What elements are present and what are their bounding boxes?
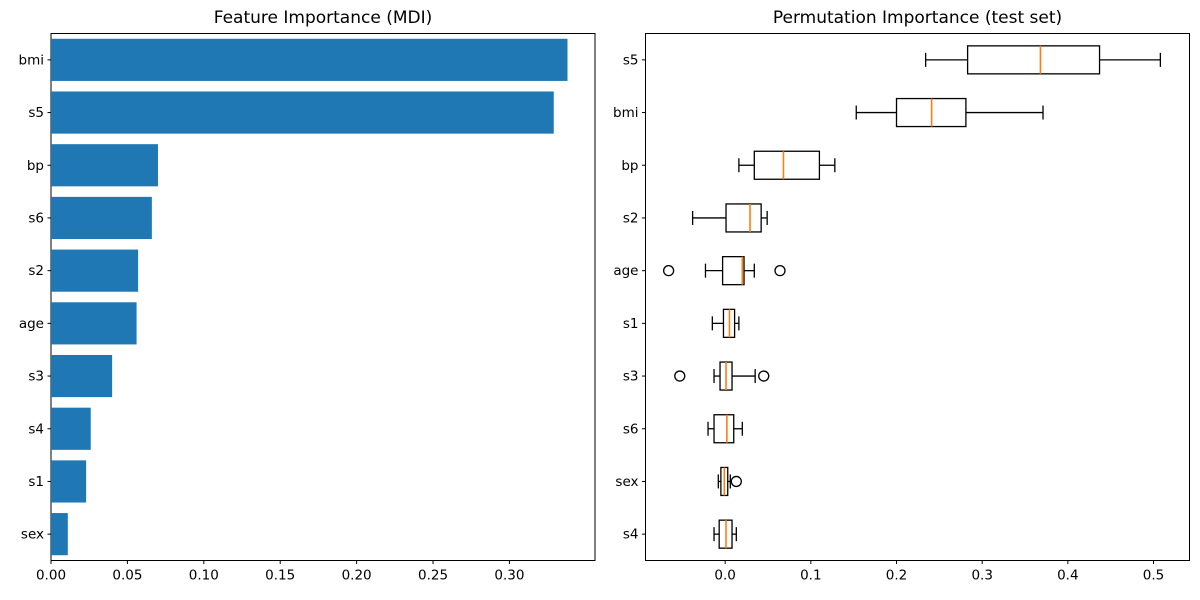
y-category-label-bmi: bmi: [613, 105, 638, 121]
bar-sex: [51, 513, 68, 556]
y-category-label-bmi: bmi: [19, 52, 44, 68]
boxplot-s4: [713, 519, 737, 549]
x-tick-label: 0.2: [886, 568, 907, 584]
x-tick-label: 0.3: [971, 568, 992, 584]
y-category-label-s1: s1: [28, 474, 44, 490]
x-tick-label: 0.0: [714, 568, 735, 584]
x-tick-label: 0.30: [494, 568, 524, 584]
outlier-point: [774, 264, 786, 277]
outlier-point: [730, 475, 742, 488]
y-category-label-age: age: [19, 316, 44, 332]
iqr-box: [753, 150, 821, 180]
boxplot-bmi: [855, 97, 1044, 128]
y-category-label-s5: s5: [623, 52, 639, 68]
bar-s4: [51, 407, 91, 450]
mdi-bar-chart: Feature Importance (MDI) 0.00 0.05 0.10 0.1…: [19, 8, 596, 584]
x-tick-label: 0.4: [1057, 568, 1078, 584]
x-tick-label: 0.10: [189, 568, 219, 584]
y-category-label-s3: s3: [623, 369, 639, 385]
x-tick-label: 0.15: [265, 568, 295, 584]
iqr-box: [721, 255, 745, 286]
boxplot-age: [662, 255, 786, 286]
axes-frame: [50, 33, 596, 561]
y-category-label-age: age: [613, 263, 638, 279]
y-category-label-s2: s2: [28, 263, 44, 279]
right-chart-title: Permutation Importance (test set): [773, 8, 1062, 28]
y-category-label-s6: s6: [28, 210, 44, 226]
x-tick-label: 0.1: [800, 568, 821, 584]
x-tick-label: 0.5: [1143, 568, 1164, 584]
boxplot-s3: [674, 361, 770, 391]
y-category-label-s3: s3: [28, 369, 44, 385]
y-category-label-s4: s4: [623, 527, 639, 543]
y-category-label-s1: s1: [623, 316, 639, 332]
right-chart-plot-area: 0.0 0.1 0.2 0.3 0.4 0.5 s5 bmi bp s2 age s1 s3 s6 sex s…: [613, 33, 1190, 584]
y-category-label-s2: s2: [623, 210, 639, 226]
bar-s1: [51, 460, 87, 503]
y-category-label-s6: s6: [623, 421, 639, 437]
x-tick-label: 0.00: [36, 568, 66, 584]
iqr-box: [966, 45, 1101, 75]
permutation-boxplot-chart: Permutation Importance (test set) 0.0 0.1…: [613, 8, 1190, 584]
bar-bp: [51, 144, 158, 187]
boxplot-bp: [738, 150, 836, 180]
boxplot-s2: [691, 203, 768, 233]
outlier-point: [674, 370, 686, 382]
bar-bmi: [51, 38, 568, 81]
iqr-box: [713, 414, 735, 444]
axes-frame: [645, 33, 1190, 561]
left-chart-title: Feature Importance (MDI): [214, 8, 433, 28]
bar-s5: [51, 91, 554, 134]
boxplot-sex: [717, 466, 742, 497]
boxplot-s6: [707, 414, 743, 444]
outlier-point: [758, 370, 770, 382]
boxplot-s1: [711, 308, 740, 339]
left-chart-plot-area: 0.00 0.05 0.10 0.15 0.20 0.25 0.30 bmi s5 bp s6 s2 a…: [19, 33, 596, 584]
x-tick-label: 0.05: [112, 568, 142, 584]
iqr-box: [725, 203, 762, 233]
outlier-point: [662, 264, 675, 277]
y-category-label-s5: s5: [28, 105, 44, 121]
boxplot-s5: [924, 45, 1162, 75]
y-category-label-sex: sex: [615, 474, 638, 490]
bar-s6: [51, 196, 152, 240]
y-category-label-sex: sex: [21, 527, 44, 543]
bar-s3: [51, 354, 113, 398]
x-tick-label: 0.20: [342, 568, 372, 584]
y-category-label-bp: bp: [27, 158, 44, 174]
y-category-label-s4: s4: [28, 421, 44, 437]
x-tick-label: 0.25: [418, 568, 448, 584]
bar-age: [51, 302, 137, 345]
bar-s2: [51, 249, 139, 292]
y-category-label-bp: bp: [621, 158, 638, 174]
